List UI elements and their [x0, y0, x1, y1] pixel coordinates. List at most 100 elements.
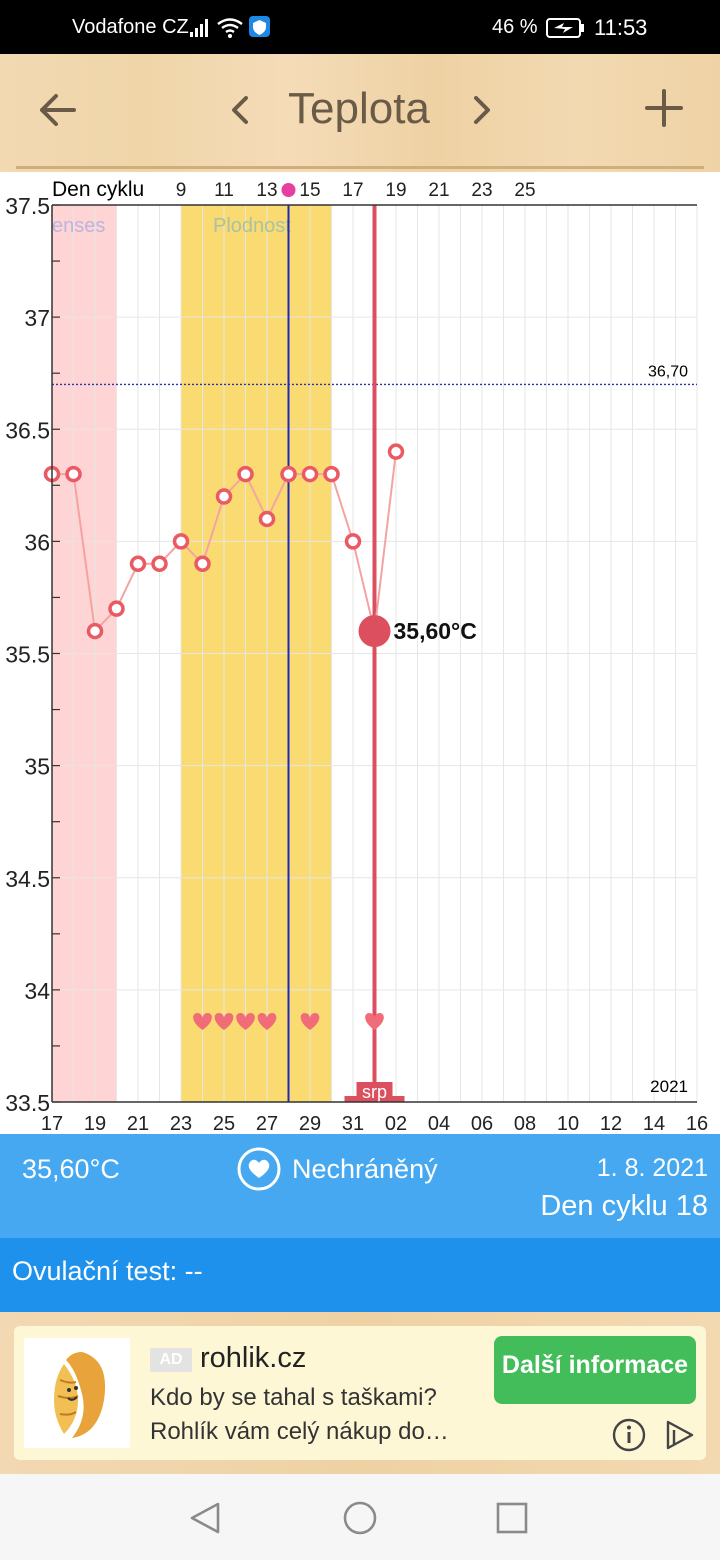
year-label: 2021	[650, 1077, 688, 1096]
signal-icon	[190, 19, 208, 37]
ad-card[interactable]: AD rohlik.cz Kdo by se tahal s taškami? …	[14, 1326, 706, 1460]
temperature-point	[323, 465, 340, 483]
intercourse-heart-icon	[300, 1013, 320, 1030]
cycle-day: Den cyklu 18	[540, 1190, 708, 1222]
temperature-point	[301, 465, 319, 483]
selected-point-label: 35,60°C	[394, 618, 477, 644]
y-tick-label: 33.5	[5, 1090, 50, 1116]
selected-point	[358, 615, 391, 648]
temperature-point	[237, 465, 254, 483]
ovulation-marker	[281, 183, 296, 197]
vpn-shield-icon	[249, 16, 270, 37]
ad-banner[interactable]: AD rohlik.cz Kdo by se tahal s taškami? …	[0, 1312, 720, 1474]
fertile-label: Plodnost	[213, 215, 291, 237]
x-tick-label: 31	[342, 1113, 364, 1134]
battery-charging-icon	[546, 18, 584, 38]
y-tick-label: 34	[24, 978, 50, 1004]
x-tick-label: 17	[41, 1113, 63, 1134]
intercourse-heart-icon	[214, 1013, 234, 1030]
temperature-point	[86, 622, 104, 640]
temperature-point	[65, 465, 82, 483]
month-label: srp	[362, 1082, 387, 1102]
back-arrow-icon[interactable]	[36, 88, 80, 132]
clock: 11:53	[594, 15, 648, 40]
intercourse-heart-icon	[257, 1013, 277, 1030]
ad-text-line-2[interactable]: Rohlík vám celý nákup do…	[150, 1418, 449, 1445]
temperature-point	[280, 465, 297, 483]
x-tick-label: 14	[643, 1113, 665, 1134]
chevron-left-icon[interactable]	[228, 94, 252, 126]
cycle-day-tick-label: 17	[342, 180, 363, 201]
cycle-day-tick-label: 9	[176, 180, 187, 201]
system-nav-bar	[0, 1474, 720, 1560]
protection-status: Nechráněný	[292, 1154, 438, 1184]
nav-back-icon[interactable]	[188, 1500, 224, 1536]
selected-temperature: 35,60°C	[22, 1154, 120, 1184]
x-tick-label: 02	[385, 1113, 407, 1134]
signal-wifi-vpn-icons	[190, 16, 270, 38]
plus-icon[interactable]	[644, 88, 684, 128]
cycle-day-tick-label: 19	[385, 180, 406, 201]
info-icon[interactable]	[612, 1418, 646, 1452]
x-tick-label: 27	[256, 1113, 278, 1134]
y-tick-label: 35	[24, 754, 50, 780]
x-tick-label: 06	[471, 1113, 493, 1134]
croissant-logo-icon[interactable]	[24, 1338, 130, 1448]
cycle-day-tick-label: 21	[428, 180, 449, 201]
y-tick-label: 36	[24, 529, 50, 555]
intercourse-heart-icon	[236, 1013, 255, 1030]
temperature-point	[387, 443, 405, 460]
x-tick-label: 25	[213, 1113, 235, 1134]
cycle-day-tick-label: 13	[256, 180, 277, 201]
y-tick-label: 37.5	[5, 193, 50, 219]
cycle-day-tick-label: 23	[471, 180, 492, 201]
toolbar-divider	[16, 166, 704, 169]
y-tick-label: 37	[24, 305, 50, 331]
ad-cta-button[interactable]: Další informace	[494, 1336, 696, 1404]
toolbar: Teplota	[0, 54, 720, 172]
selected-date: 1. 8. 2021	[596, 1154, 708, 1182]
temperature-point	[129, 555, 147, 573]
x-tick-label: 04	[428, 1113, 450, 1134]
ovulation-test-label: Ovulační test: --	[12, 1256, 203, 1286]
heart-circle-icon	[237, 1147, 281, 1191]
chevron-right-icon[interactable]	[470, 94, 494, 126]
ovulation-test-bar[interactable]: Ovulační test: --	[0, 1238, 720, 1312]
ad-brand[interactable]: rohlik.cz	[200, 1342, 307, 1374]
battery-percent: 46 %	[492, 16, 538, 38]
intercourse-heart-icon	[193, 1013, 212, 1030]
x-tick-label: 10	[557, 1113, 579, 1134]
temperature-point	[344, 533, 362, 550]
month-label-base	[344, 1096, 405, 1102]
intercourse-heart-icon	[365, 1013, 384, 1030]
cycle-day-tick-label: 15	[299, 180, 320, 201]
cycle-day-tick-label: 25	[514, 180, 535, 201]
ad-badge: AD	[150, 1348, 192, 1372]
x-tick-label: 08	[514, 1113, 536, 1134]
chart-canvas[interactable]: enses Plodnost 36,70 35,60°C srp 2021 37.5 37 36…	[0, 172, 720, 1134]
x-tick-label: 23	[170, 1113, 192, 1134]
adchoices-play-icon[interactable]	[662, 1418, 696, 1452]
nav-recents-icon[interactable]	[494, 1500, 530, 1536]
wifi-icon	[217, 18, 243, 33]
threshold-label: 36,70	[648, 363, 688, 380]
temperature-point	[215, 488, 233, 505]
temperature-point	[194, 555, 211, 573]
page-title: Teplota	[288, 84, 430, 133]
info-bar[interactable]: 35,60°C Nechráněný 1. 8. 2021 Den cyklu …	[0, 1134, 720, 1238]
y-tick-label: 35.5	[5, 642, 50, 668]
temperature-point	[258, 510, 276, 528]
status-bar: Vodafone CZ 46 % 11:53	[0, 0, 720, 54]
y-tick-label: 36.5	[5, 417, 50, 443]
nav-home-icon[interactable]	[342, 1500, 378, 1536]
x-tick-label: 12	[600, 1113, 622, 1134]
ad-text-line-1[interactable]: Kdo by se tahal s taškami?	[150, 1384, 437, 1411]
x-tick-label: 29	[299, 1113, 321, 1134]
temperature-point	[108, 600, 125, 617]
cycle-day-axis-label: Den cyklu	[52, 178, 144, 201]
temperature-chart[interactable]: enses Plodnost 36,70 35,60°C srp 2021 37.5 37 36…	[0, 172, 720, 1134]
temperature-point	[151, 555, 168, 573]
carrier-name: Vodafone CZ	[72, 16, 189, 38]
x-tick-label: 19	[84, 1113, 106, 1134]
menses-label: enses	[52, 215, 105, 237]
